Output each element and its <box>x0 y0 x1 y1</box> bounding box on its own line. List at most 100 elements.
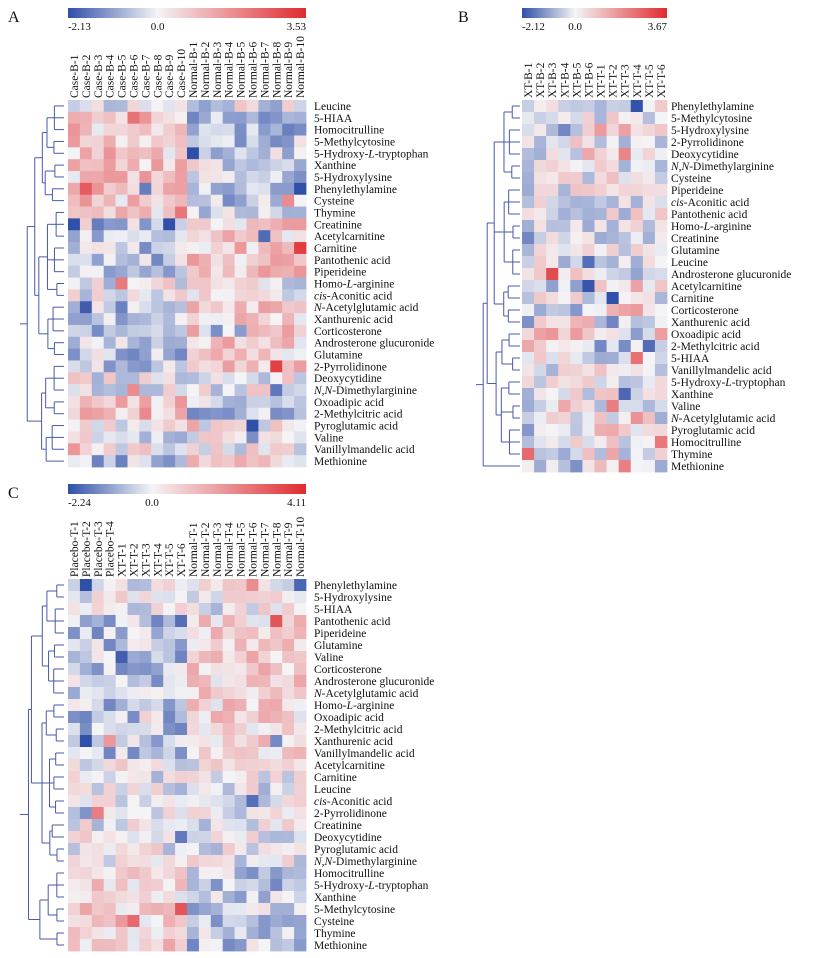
heatmap-cell <box>654 160 668 173</box>
heatmap-cell <box>282 313 295 326</box>
row-label-leucine: Leucine <box>314 784 351 796</box>
heatmap-cell <box>642 232 656 245</box>
heatmap-cell <box>258 194 271 207</box>
heatmap-cell <box>522 460 535 473</box>
heatmap-cell <box>642 112 656 125</box>
heatmap-cell <box>630 232 644 245</box>
heatmap-cell <box>115 384 128 397</box>
heatmap-cell <box>103 627 116 640</box>
heatmap-cell <box>115 843 128 856</box>
heatmap-cell <box>246 651 259 664</box>
heatmap-cell <box>234 831 247 844</box>
heatmap-cell <box>91 182 105 196</box>
heatmap-cell <box>115 795 128 808</box>
heatmap-cell <box>163 843 176 856</box>
row-label-n-n-dimethylarginine: N,N-Dimethylarginine <box>670 161 774 173</box>
heatmap-cell <box>606 400 620 413</box>
heatmap-cell <box>282 360 295 373</box>
row-label-cysteine: Cysteine <box>314 196 354 208</box>
heatmap-cell <box>115 242 128 255</box>
heatmap-cell <box>103 384 116 397</box>
heatmap-cell <box>534 244 547 257</box>
heatmap-cell <box>198 289 212 302</box>
heatmap-cell <box>139 771 152 784</box>
heatmap-cell <box>139 324 152 338</box>
heatmap-cell <box>618 352 632 365</box>
heatmap-cell <box>103 615 116 628</box>
heatmap-cell <box>91 759 105 772</box>
heatmap-cell <box>282 711 295 724</box>
heatmap-cell <box>175 879 188 892</box>
heatmap-cell <box>210 324 224 338</box>
heatmap-cell <box>151 360 164 373</box>
heatmap-cell <box>654 220 668 233</box>
heatmap-cell <box>570 424 583 437</box>
heatmap-cell <box>270 687 283 700</box>
scale-max-label: 3.67 <box>648 21 668 33</box>
heatmap-cell <box>127 699 140 712</box>
heatmap-cell <box>654 124 668 137</box>
heatmap-cell <box>91 831 105 844</box>
heatmap-cell <box>642 220 656 233</box>
row-label-pyroglutamic-acid: Pyroglutamic acid <box>314 844 398 856</box>
heatmap-cell <box>115 771 128 784</box>
heatmap-cell <box>79 639 93 652</box>
heatmap-cell <box>151 313 164 326</box>
heatmap-cell <box>198 807 212 820</box>
column-label-normal-b-8: Normal-B-8 <box>271 42 283 98</box>
heatmap-cell <box>103 675 116 688</box>
heatmap-cell <box>534 388 547 401</box>
heatmap-cell <box>234 242 247 255</box>
heatmap-cell <box>606 412 620 425</box>
heatmap-cell <box>127 348 140 361</box>
heatmap-cell <box>115 675 128 688</box>
row-label-2-methylcitric-acid: 2-Methylcitric acid <box>671 341 760 353</box>
heatmap-cell <box>68 277 81 290</box>
heatmap-cell <box>246 336 259 350</box>
heatmap-cell <box>115 711 128 724</box>
heatmap-cell <box>103 443 116 456</box>
heatmap-cell <box>222 395 235 409</box>
row-label-phenylethylamine: Phenylethylamine <box>671 101 754 113</box>
scale-mid-label: 0.0 <box>145 497 159 509</box>
heatmap-cell <box>163 747 176 760</box>
heatmap-cell <box>198 230 212 243</box>
panel-label: B <box>458 9 469 26</box>
heatmap-cell <box>175 265 188 278</box>
heatmap-cell <box>79 313 93 326</box>
heatmap-cell <box>222 147 235 160</box>
heatmap-cell <box>79 455 93 468</box>
heatmap-cell <box>79 915 93 928</box>
heatmap-cell <box>570 172 583 185</box>
heatmap-cell <box>210 395 224 409</box>
heatmap-cell <box>187 443 200 456</box>
heatmap-cell <box>210 372 224 385</box>
heatmap-cell <box>139 253 152 267</box>
heatmap-cell <box>68 360 81 373</box>
heatmap-cell <box>654 244 668 257</box>
heatmap-cell <box>151 135 164 148</box>
heatmap-cell <box>582 376 595 389</box>
heatmap-cell <box>79 265 93 278</box>
heatmap-cell <box>210 111 224 125</box>
heatmap-cell <box>582 220 595 233</box>
heatmap-cell <box>79 723 93 736</box>
heatmap-cell <box>151 431 164 444</box>
heatmap-cell <box>115 903 128 916</box>
heatmap-cell <box>198 627 212 640</box>
heatmap-cell <box>151 455 164 468</box>
heatmap-cell <box>294 603 307 616</box>
row-label-pyroglutamic-acid: Pyroglutamic acid <box>671 425 755 437</box>
heatmap-cell <box>570 256 583 269</box>
heatmap-cell <box>294 891 307 904</box>
heatmap-cell <box>294 747 307 760</box>
heatmap-cell <box>522 196 535 209</box>
heatmap-cell <box>198 419 212 432</box>
heatmap-cell <box>115 277 128 290</box>
heatmap-cell <box>282 324 295 338</box>
heatmap-cell <box>68 135 81 148</box>
heatmap-cell <box>630 148 644 161</box>
heatmap-cell <box>522 376 535 389</box>
heatmap-cell <box>187 135 200 148</box>
